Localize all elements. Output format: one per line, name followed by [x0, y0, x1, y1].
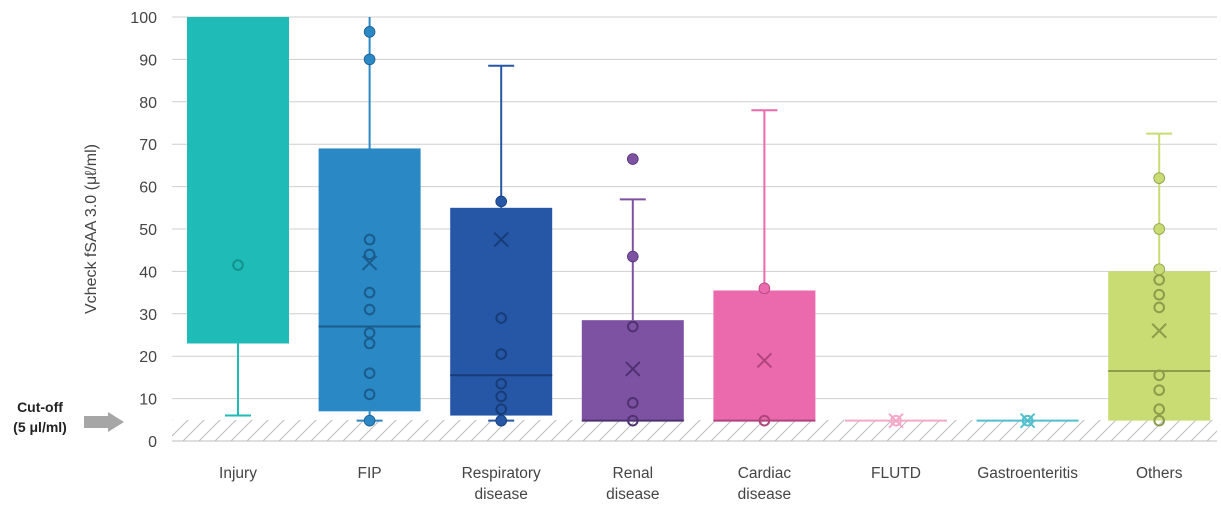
cutoff-arrow-icon: [84, 412, 124, 432]
outlier-point: [363, 26, 376, 38]
mean-marker: [493, 231, 509, 248]
data-point: [495, 390, 508, 403]
data-point: [363, 337, 376, 350]
y-tick-label: 10: [139, 392, 157, 409]
outlier-point: [626, 153, 639, 165]
y-tick-label: 40: [139, 264, 157, 281]
data-point: [495, 348, 508, 360]
data-point: [1153, 369, 1165, 382]
x-tick-label: Others: [1136, 465, 1183, 482]
box-group: [187, 17, 289, 417]
outlier-point: [1153, 172, 1165, 184]
x-tick-label: disease: [474, 486, 527, 503]
box-group: [976, 412, 1079, 429]
data-point: [1153, 414, 1165, 427]
data-point: [627, 397, 639, 409]
data-point: [890, 414, 902, 427]
outlier-point: [495, 195, 508, 208]
mean-marker: [888, 412, 904, 429]
x-tick-label: Renal: [613, 465, 654, 482]
y-tick-label: 70: [139, 137, 157, 154]
mean-marker: [361, 255, 378, 271]
data-point: [363, 367, 376, 379]
y-axis-label: Vcheck fSAA 3.0 (μℓ/ml): [83, 144, 100, 314]
box: [713, 290, 816, 421]
mean-marker: [1151, 323, 1167, 339]
data-point: [363, 286, 376, 299]
data-point: [758, 414, 771, 427]
x-tick-label: Respiratory: [462, 465, 541, 482]
y-tick-label: 20: [139, 349, 157, 366]
mean-marker: [1019, 412, 1036, 429]
data-point: [1153, 384, 1165, 396]
cutoff-label: Cut-off: [17, 399, 63, 415]
x-tick-label: FLUTD: [871, 465, 921, 482]
box: [318, 148, 421, 412]
outlier-point: [1153, 223, 1165, 235]
outlier-point: [758, 282, 771, 295]
box: [581, 320, 684, 421]
data-point: [1153, 403, 1165, 416]
data-point: [1153, 274, 1165, 286]
mean-marker: [625, 361, 641, 377]
data-point: [232, 259, 244, 271]
x-tick-label: Gastroenteritis: [977, 465, 1078, 482]
mean-marker: [756, 352, 773, 369]
box-group: [1108, 132, 1211, 427]
data-point: [627, 320, 639, 333]
data-point: [495, 403, 508, 416]
y-tick-label: 30: [139, 307, 157, 324]
y-tick-label: 80: [139, 95, 157, 112]
data-point: [1021, 414, 1034, 427]
outlier-point: [1153, 263, 1165, 276]
box-group: [450, 64, 553, 427]
data-point: [1153, 288, 1165, 301]
x-tick-label: FIP: [358, 465, 382, 482]
x-tick-label: disease: [606, 486, 659, 503]
y-tick-label: 0: [148, 434, 157, 451]
y-tick-label: 100: [130, 10, 157, 27]
data-point: [363, 233, 376, 246]
y-tick-label: 50: [139, 222, 157, 239]
outlier-point: [495, 414, 508, 427]
outlier-point: [626, 250, 639, 263]
data-point: [495, 377, 508, 390]
x-tick-label: Cardiac: [738, 465, 792, 482]
box: [450, 207, 553, 416]
data-point: [363, 303, 376, 316]
x-tick-label: disease: [738, 486, 791, 503]
box-group: [845, 412, 947, 429]
x-tick-label: Injury: [219, 465, 257, 482]
data-point: [363, 248, 376, 261]
data-point: [1153, 301, 1165, 314]
data-point: [627, 414, 639, 427]
data-point: [495, 312, 508, 324]
y-tick-label: 60: [139, 180, 157, 197]
box: [1108, 271, 1211, 421]
outlier-point: [363, 414, 376, 427]
data-point: [363, 388, 376, 401]
outlier-point: [363, 53, 376, 66]
box: [187, 17, 289, 344]
cutoff-label-value: (5 μl/ml): [13, 419, 67, 435]
cutoff-band: [172, 419, 1217, 441]
y-tick-label: 90: [139, 52, 157, 69]
box-group: [318, 17, 421, 427]
box-group: [581, 153, 684, 427]
box-group: [713, 109, 816, 427]
